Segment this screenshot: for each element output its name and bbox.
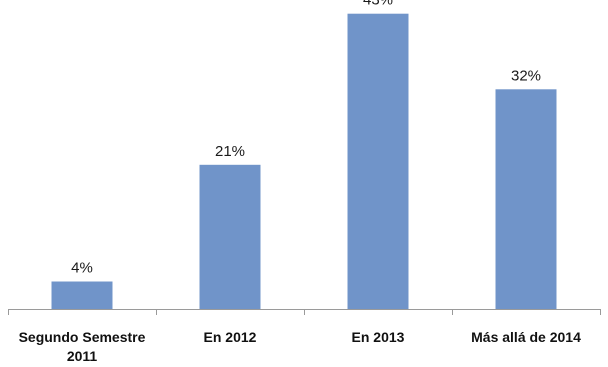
value-labels-group: 4% 21% 43% 32% [71,0,541,277]
bars-group [51,13,557,309]
category-labels-group: Segundo Semestre 2011 En 2012 En 2013 Más al… [19,329,581,364]
category-label: En 2013 [352,329,405,345]
category-label: Segundo Semestre 2011 [19,329,146,364]
bar [347,13,409,309]
category-label-line: Más allá de 2014 [471,329,581,345]
bar [495,89,557,309]
value-label: 21% [215,143,245,160]
category-label-line: En 2012 [204,329,257,345]
category-label-line: En 2013 [352,329,405,345]
value-label: 32% [511,67,541,84]
bar [51,281,113,309]
category-label-line: 2011 [67,348,98,364]
x-axis-ticks [8,309,601,315]
bar [199,164,261,309]
value-label: 4% [71,260,93,277]
value-label: 43% [363,0,393,9]
category-label-line: Segundo Semestre [19,329,146,345]
category-label: En 2012 [204,329,257,345]
category-label: Más allá de 2014 [471,329,581,345]
